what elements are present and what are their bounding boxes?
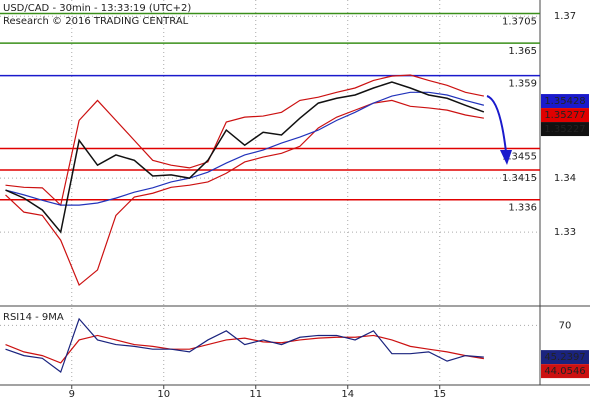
x-tick-label: 9 bbox=[69, 389, 75, 400]
value-tag bbox=[541, 94, 589, 109]
y-tick-label: 1.33 bbox=[554, 227, 576, 238]
value-tag-label: 1.35277 bbox=[544, 110, 585, 121]
projection-arrow bbox=[486, 95, 507, 153]
series-line bbox=[5, 99, 484, 287]
value-tag bbox=[541, 350, 589, 365]
chart-subtitle: Research © 2016 TRADING CENTRAL bbox=[3, 16, 189, 27]
value-tag bbox=[541, 122, 589, 137]
level-label: 1.3455 bbox=[502, 151, 537, 162]
level-label: 1.365 bbox=[508, 46, 537, 57]
value-tag bbox=[541, 108, 589, 123]
value-tag-label: 1.35428 bbox=[544, 96, 585, 107]
level-label: 1.3415 bbox=[502, 173, 537, 184]
chart-title: USD/CAD - 30min - 13:33:19 (UTC+2) bbox=[3, 3, 191, 14]
x-tick-label: 11 bbox=[249, 389, 262, 400]
x-tick-label: 14 bbox=[341, 389, 354, 400]
value-tag-label: 44.0546 bbox=[544, 366, 585, 377]
rsi-title: RSI14 - 9MA bbox=[3, 312, 64, 323]
series-line bbox=[5, 91, 485, 206]
x-tick-label: 10 bbox=[157, 389, 170, 400]
series-line bbox=[5, 317, 484, 374]
level-label: 1.359 bbox=[508, 79, 537, 90]
series-line bbox=[5, 74, 485, 207]
level-label: 1.3705 bbox=[502, 16, 537, 27]
projection-arrowhead bbox=[500, 150, 512, 165]
y-tick-label: 1.34 bbox=[554, 173, 576, 184]
level-label: 1.336 bbox=[508, 203, 537, 214]
value-tag-label: 1.35227 bbox=[544, 124, 585, 135]
series-line bbox=[5, 334, 484, 364]
value-tag-label: 45.2397 bbox=[544, 352, 585, 363]
value-tag bbox=[541, 364, 589, 379]
y-tick-label: 1.37 bbox=[554, 11, 576, 22]
y-tick-label: 70 bbox=[559, 320, 572, 331]
series-line bbox=[5, 81, 485, 234]
x-tick-label: 15 bbox=[433, 389, 446, 400]
